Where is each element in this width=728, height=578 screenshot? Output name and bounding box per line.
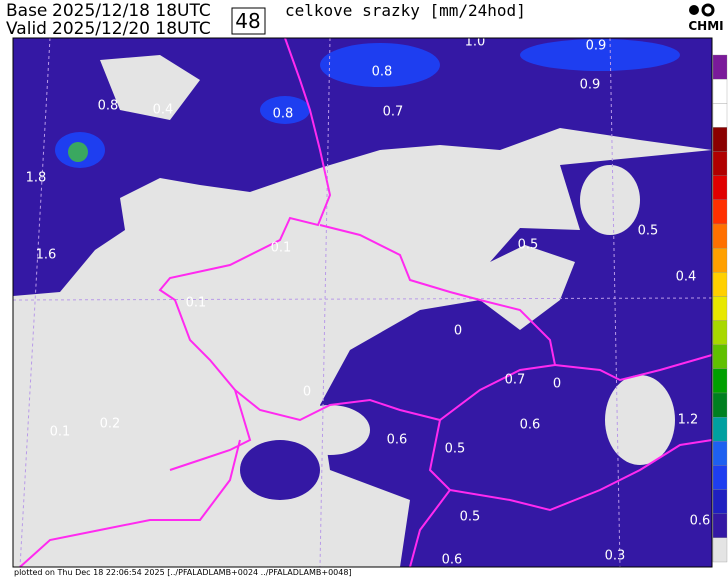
valid-label: Valid [6, 19, 47, 39]
map-label: 0 [553, 377, 561, 392]
map-label: 0.5 [460, 510, 481, 525]
precip-area [13, 38, 712, 296]
map-label: 0.4 [676, 270, 697, 285]
precip-area [240, 440, 320, 500]
colorbar-swatch [712, 272, 728, 297]
logo-mark [701, 3, 715, 17]
map: 1.0 0.9 0.8 0.9 0.8 0.4 0.8 0.7 1.8 0.1 0.5 0.5 1.6 0… [12, 35, 713, 568]
lead-box [231, 7, 266, 35]
map-label: 0.1 [50, 425, 71, 440]
colorbar-swatch [712, 54, 728, 80]
map-label: 0.6 [387, 433, 408, 448]
colorbar-swatch [712, 247, 728, 273]
dry-area [100, 55, 200, 120]
map-label: 1.8 [26, 171, 47, 186]
precip-high [520, 39, 680, 71]
map-label: 0.7 [505, 373, 526, 388]
colorbar-swatch [712, 416, 728, 442]
map-labels: 1.0 0.9 0.8 0.9 0.8 0.4 0.8 0.7 1.8 0.1 0.5 0.5 1.6 0… [26, 35, 711, 568]
map-label: 0.3 [605, 549, 626, 564]
border-line [19, 439, 241, 568]
map-label: 0.8 [98, 99, 119, 114]
logo-mark [689, 5, 699, 15]
map-label: 0.6 [690, 514, 711, 529]
title: celkove srazky [mm/24hod] [285, 1, 526, 20]
map-label: 0.7 [383, 105, 404, 120]
map-label: 0 [303, 385, 311, 400]
map-label: 1.2 [678, 413, 699, 428]
colorbar-swatch [712, 489, 728, 514]
border-line [554, 354, 713, 382]
border-line [158, 37, 332, 471]
dry-area [605, 375, 675, 465]
colorbar-swatch [712, 78, 728, 104]
map-label: 1.6 [36, 248, 57, 263]
colorbar [712, 54, 728, 563]
map-label: 0.9 [586, 39, 607, 54]
map-label: 0.9 [580, 78, 601, 93]
borders [19, 37, 713, 568]
colorbar-swatch [712, 199, 728, 225]
colorbar-swatch [712, 103, 728, 128]
map-label: 0.2 [100, 417, 121, 432]
graticule-line [319, 37, 331, 568]
colorbar-swatch [712, 320, 728, 345]
valid-time: 2025/12/20 18UTC [52, 19, 211, 39]
colorbar-swatch [712, 537, 728, 563]
border-line [234, 224, 557, 422]
precip-high [260, 96, 310, 124]
map-label: 0.4 [153, 103, 174, 118]
footer: plotted on Thu Dec 18 22:06:54 2025 [../… [14, 568, 352, 577]
colorbar-swatch [712, 127, 728, 152]
map-label: 0.5 [638, 224, 659, 239]
precip-high [320, 43, 440, 87]
dry-area [290, 405, 370, 455]
map-label: 1.0 [465, 35, 486, 50]
colorbar-swatch [712, 513, 728, 539]
map-label: 0.5 [445, 442, 466, 457]
precip-higher [68, 142, 88, 162]
logo: CHMI [688, 19, 723, 33]
graticule-line [19, 37, 51, 568]
dry-area [580, 165, 640, 235]
border-line [449, 439, 713, 512]
colorbar-swatch [712, 175, 728, 201]
colorbar-swatch [712, 368, 728, 394]
graticule [12, 37, 713, 568]
map-label: 0.1 [186, 296, 207, 311]
map-label: 0 [454, 324, 462, 339]
base-time: 2025/12/18 18UTC [52, 1, 211, 21]
colorbar-swatch [712, 296, 728, 321]
base-label: Base [6, 1, 47, 21]
map-label: 0.5 [518, 238, 539, 253]
map-label: 0.1 [271, 241, 292, 256]
graticule-line [12, 297, 713, 301]
graticule-line [609, 37, 621, 568]
lead-hours: 48 [235, 9, 260, 33]
map-frame [12, 37, 713, 568]
colorbar-swatch [712, 441, 728, 466]
map-label: 0.8 [372, 65, 393, 80]
colorbar-swatch [712, 223, 728, 249]
map-label: 0.6 [442, 553, 463, 568]
colorbar-swatch [712, 465, 728, 490]
colorbar-swatch [712, 344, 728, 370]
colorbar-swatch [712, 151, 728, 176]
colorbar-swatch [712, 392, 728, 418]
map-label: 0.8 [273, 107, 294, 122]
map-label: 0.6 [520, 418, 541, 433]
